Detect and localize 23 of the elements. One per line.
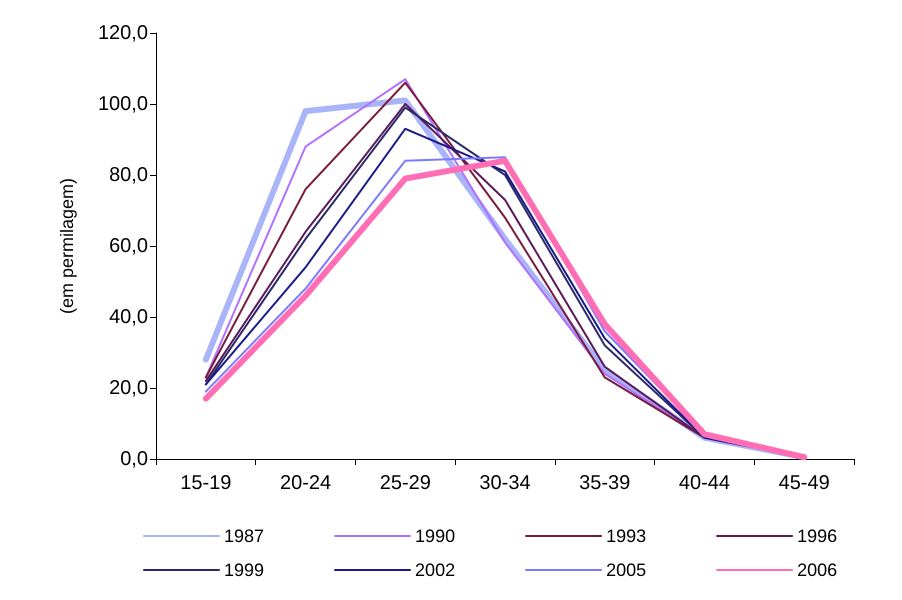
x-tick-label: 35-39	[579, 472, 630, 494]
x-tick-label: 15-19	[180, 472, 232, 494]
x-tick-label: 20-24	[280, 472, 332, 494]
y-axis-title: (em permilagem)	[57, 178, 77, 314]
y-tick-label: 0,0	[120, 448, 148, 470]
x-tick-label: 30-34	[479, 472, 531, 494]
legend-label: 2005	[606, 560, 646, 580]
legend-label: 2006	[797, 560, 838, 580]
x-tick-label: 40-44	[678, 472, 730, 494]
y-tick-label: 40,0	[109, 306, 148, 328]
legend-label: 1990	[415, 526, 456, 546]
legend-label: 2002	[415, 560, 456, 580]
legend-label: 1993	[606, 526, 646, 546]
y-tick-label: 20,0	[109, 377, 148, 399]
legend-label: 1987	[224, 526, 264, 546]
y-tick-label: 80,0	[109, 164, 148, 186]
legend-label: 1999	[224, 560, 264, 580]
y-tick-label: 120,0	[98, 22, 148, 44]
legend-label: 1996	[797, 526, 838, 546]
y-tick-label: 60,0	[109, 235, 148, 257]
x-tick-label: 25-29	[380, 472, 431, 494]
y-tick-label: 100,0	[98, 93, 148, 115]
x-tick-label: 45-49	[778, 472, 830, 494]
